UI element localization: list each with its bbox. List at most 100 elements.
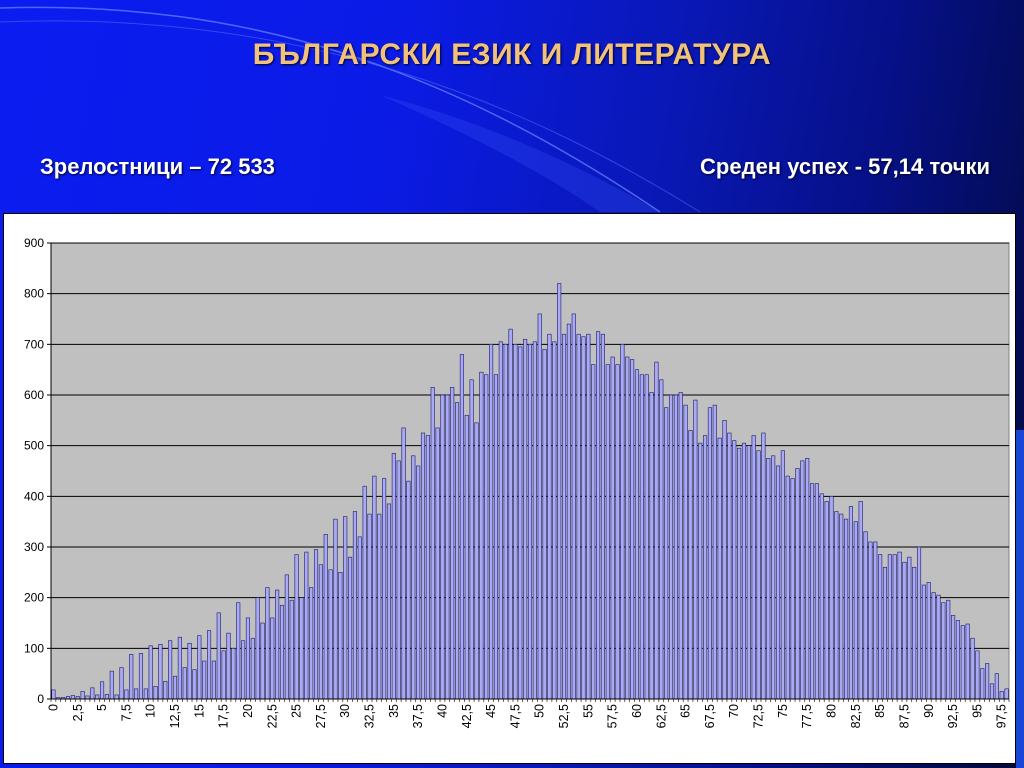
histogram-bar	[177, 636, 182, 700]
histogram-bar	[158, 643, 163, 700]
y-tick-label: 600	[24, 388, 44, 402]
histogram-bar	[625, 356, 630, 700]
histogram-bar	[561, 333, 567, 700]
y-tick-label: 400	[24, 489, 44, 503]
average-score: Среден успех - 57,14 точки	[700, 154, 990, 179]
histogram-bar	[197, 635, 202, 700]
histogram-bar	[600, 333, 605, 700]
histogram-bar	[839, 513, 844, 700]
histogram-bar	[192, 669, 197, 700]
x-tick-label: 20	[241, 704, 255, 718]
histogram-bar	[202, 660, 207, 700]
histogram-bar	[737, 447, 742, 700]
histogram-bar	[980, 668, 985, 700]
histogram-bar	[644, 374, 649, 700]
histogram-bar	[814, 483, 819, 700]
histogram-bar	[926, 582, 931, 700]
histogram-bar	[717, 437, 722, 700]
histogram-bar	[313, 549, 319, 700]
histogram-bar	[634, 369, 640, 700]
histogram-bar	[207, 630, 212, 700]
histogram-bar	[610, 356, 615, 700]
histogram-bar	[615, 364, 620, 700]
histogram-bar	[1004, 688, 1009, 700]
histogram-bar	[70, 695, 75, 700]
histogram-bar	[941, 602, 946, 700]
histogram-bar	[406, 480, 411, 700]
x-tick-label: 55	[581, 704, 595, 718]
histogram-bar	[289, 599, 294, 700]
histogram-bar	[824, 501, 829, 700]
histogram-bar	[294, 554, 299, 700]
y-tick-label: 500	[24, 439, 44, 453]
histogram-bar	[785, 475, 790, 700]
histogram-bar	[493, 374, 499, 700]
histogram-bar	[518, 346, 523, 700]
histogram-bar	[382, 478, 387, 700]
histogram-bar	[946, 599, 951, 700]
histogram-bar	[348, 556, 353, 700]
histogram-bar	[936, 594, 941, 700]
histogram-bar	[270, 617, 275, 700]
histogram-bar	[673, 394, 678, 700]
y-tick-label: 300	[24, 540, 44, 554]
histogram-bar	[664, 407, 669, 700]
histogram-bar	[464, 414, 469, 700]
histogram-bar	[654, 361, 659, 700]
histogram-bar	[100, 681, 105, 700]
histogram-bar	[741, 442, 747, 700]
histogram-bar	[318, 564, 323, 700]
histogram-bar	[216, 612, 221, 700]
histogram-bar	[834, 511, 839, 700]
histogram-bar	[372, 475, 377, 700]
histogram-bar	[683, 404, 688, 700]
x-tick-label: 37,5	[411, 704, 425, 728]
y-tick-label: 100	[24, 641, 44, 655]
histogram-bar	[420, 432, 426, 700]
histogram-bar	[547, 333, 552, 700]
histogram-bar	[591, 364, 596, 700]
histogram-bar	[124, 689, 129, 700]
histogram-bar	[761, 432, 766, 700]
histogram-bar	[333, 518, 338, 700]
histogram-bar	[596, 331, 601, 700]
histogram-bar	[138, 653, 144, 700]
x-tick-label: 42,5	[460, 704, 474, 728]
x-tick-label: 30	[338, 704, 352, 718]
histogram-bar	[693, 399, 698, 700]
histogram-bar	[912, 566, 917, 700]
histogram-bar	[999, 691, 1004, 700]
histogram-bar	[508, 328, 513, 700]
x-tick-label: 67,5	[703, 704, 717, 728]
histogram-bar	[416, 465, 421, 700]
histogram-bar	[985, 663, 990, 700]
x-tick-label: 92,5	[946, 704, 960, 728]
histogram-bar	[153, 686, 158, 700]
histogram-bar	[878, 554, 883, 700]
histogram-bar	[552, 341, 557, 700]
histogram-bar	[479, 371, 484, 700]
histogram-bar	[732, 440, 737, 700]
x-tick-label: 75	[776, 704, 790, 718]
histogram-bar	[513, 344, 518, 700]
histogram-bar	[440, 394, 445, 700]
x-tick-label: 50	[533, 704, 547, 718]
histogram-bar	[90, 687, 95, 700]
x-tick-label: 77,5	[800, 704, 814, 728]
x-tick-label: 97,5	[995, 704, 1009, 728]
histogram-bar	[484, 374, 489, 700]
x-tick-label: 72,5	[752, 704, 766, 728]
histogram-bar	[299, 597, 304, 700]
histogram-bar	[95, 694, 100, 700]
histogram-bar	[309, 587, 314, 700]
histogram-bar	[771, 455, 776, 700]
histogram-bar	[391, 452, 396, 700]
histogram-bar	[260, 622, 265, 700]
histogram-bar	[51, 689, 56, 700]
histogram-bar	[236, 602, 241, 700]
histogram-bar	[279, 604, 285, 700]
histogram-bar	[907, 556, 912, 700]
histogram-bar	[328, 569, 333, 700]
histogram-bar	[255, 597, 260, 700]
x-tick-label: 90	[922, 704, 936, 718]
